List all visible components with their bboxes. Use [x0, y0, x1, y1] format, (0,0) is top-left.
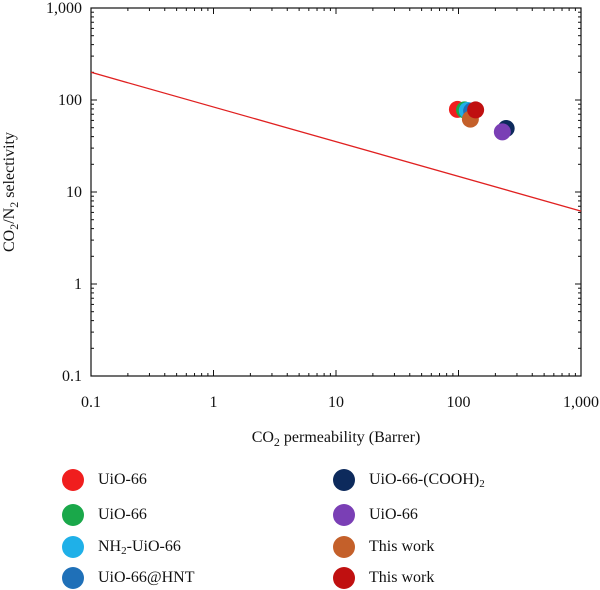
legend-label: This work — [369, 569, 435, 586]
legend-label: UiO-66 — [369, 506, 418, 523]
y-tick-label: 100 — [58, 92, 82, 109]
x-tick-label: 1,000 — [563, 394, 599, 411]
legend-swatch — [62, 469, 84, 491]
legend-label: NH2-UiO-66 — [98, 538, 181, 557]
data-point-series-7 — [467, 101, 485, 119]
x-axis-title: CO2 permeability (Barrer) — [252, 429, 421, 449]
legend-swatch — [333, 567, 355, 589]
x-tick-label: 1 — [210, 394, 218, 411]
legend-swatch — [62, 567, 84, 589]
legend-label: This work — [369, 538, 435, 555]
x-tick-label: 0.1 — [81, 394, 101, 411]
y-tick-label: 1,000 — [46, 0, 82, 17]
legend-swatch — [62, 536, 84, 558]
x-tick-label: 10 — [328, 394, 344, 411]
legend-swatch — [333, 536, 355, 558]
legend-label: UiO-66@HNT — [98, 569, 195, 586]
y-tick-label: 10 — [66, 184, 82, 201]
data-point-series-5 — [493, 123, 511, 141]
plot-frame — [90, 7, 582, 377]
legend-label: UiO-66-(COOH)2 — [369, 471, 485, 490]
legend: UiO-66 UiO-66 NH2-UiO-66 UiO-66@HNT UiO-… — [62, 468, 582, 589]
legend-label: UiO-66 — [98, 471, 147, 488]
x-tick-label: 100 — [447, 394, 471, 411]
y-axis-title: CO2/N2 selectivity — [1, 132, 21, 252]
legend-swatch — [333, 469, 355, 491]
legend-swatch — [333, 504, 355, 526]
chart-canvas: CO2 permeability (Barrer) CO2/N2 selecti… — [1, 0, 599, 449]
upper-bound-line — [90, 71, 582, 212]
y-tick-label: 0.1 — [62, 368, 82, 385]
y-tick-label: 1 — [74, 276, 82, 293]
legend-label: UiO-66 — [98, 506, 147, 523]
legend-swatch — [62, 504, 84, 526]
